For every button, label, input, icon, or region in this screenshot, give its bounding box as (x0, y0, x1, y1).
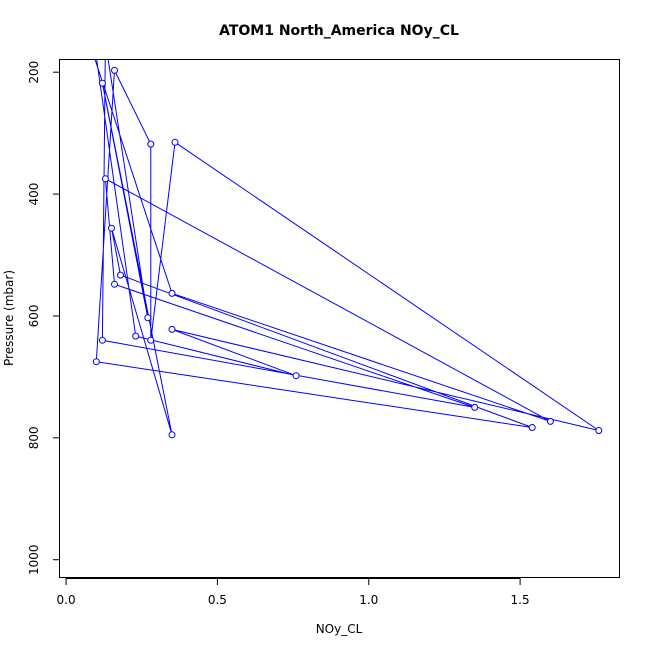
data-point (111, 280, 118, 288)
series-layer (94, 60, 600, 435)
data-point (471, 403, 479, 411)
data-point (144, 314, 152, 322)
data-point (546, 417, 554, 425)
data-point (595, 427, 603, 434)
data-point (84, 33, 90, 39)
y-tick-label: 200 (27, 61, 41, 84)
data-point (147, 140, 155, 148)
x-tick-label: 1.5 (511, 593, 530, 607)
x-tick-label: 0.5 (208, 593, 227, 607)
plot-frame (59, 59, 620, 578)
data-point (147, 336, 155, 344)
x-axis: 0.0 0.5 1.0 1.5 (57, 578, 530, 607)
data-point (117, 271, 124, 279)
chart-title: ATOM1 North_America NOy_CL (219, 23, 459, 39)
data-point (168, 289, 176, 297)
y-axis-label: Pressure (mbar) (2, 270, 16, 366)
data-point (98, 336, 106, 344)
data-point (168, 431, 176, 439)
y-axis: 200 400 600 800 1000 (27, 61, 60, 575)
series-line (94, 60, 600, 435)
y-tick-label: 400 (27, 183, 41, 206)
x-axis-label: NOy_CL (316, 622, 363, 636)
data-point (111, 66, 118, 74)
x-tick-label: 1.0 (359, 593, 378, 607)
data-point (528, 424, 536, 431)
y-tick-label: 600 (27, 304, 41, 327)
data-point (292, 372, 300, 380)
data-point (92, 358, 100, 366)
data-point (90, 33, 96, 39)
data-point (101, 175, 109, 183)
data-point (132, 332, 140, 340)
data-point (98, 79, 106, 87)
data-point (168, 325, 176, 333)
y-tick-label: 1000 (27, 544, 41, 575)
y-tick-label: 800 (27, 426, 41, 449)
points-layer (84, 33, 603, 439)
data-point (102, 39, 108, 45)
data-point (108, 224, 115, 232)
x-tick-label: 0.0 (57, 593, 76, 607)
data-point (171, 138, 179, 146)
